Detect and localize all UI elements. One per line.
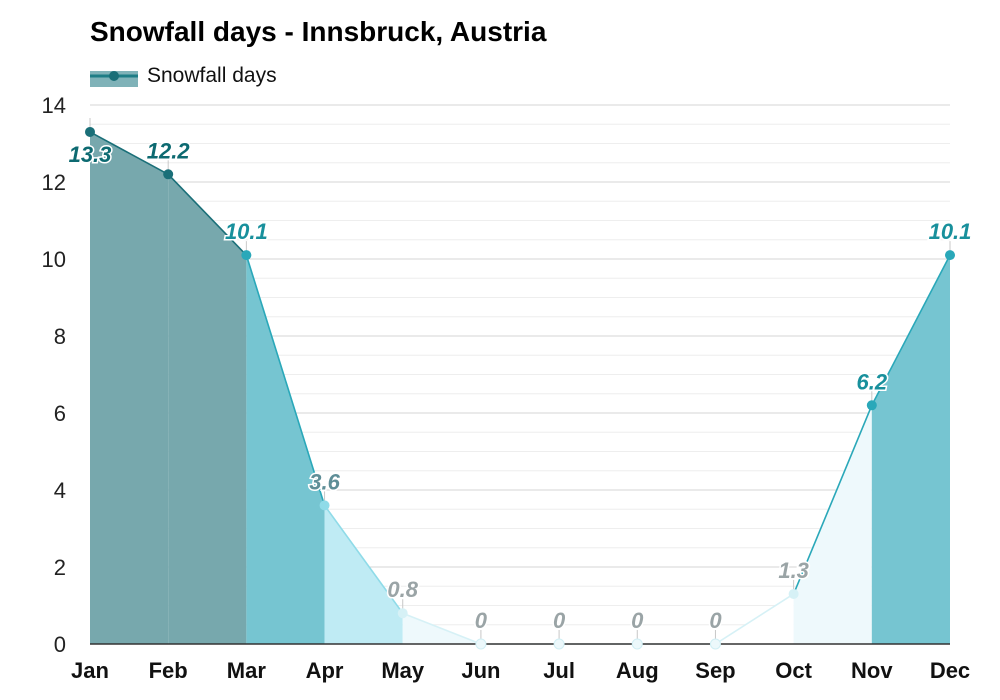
- data-point-jul[interactable]: [553, 638, 565, 650]
- series-line-segment: [402, 612, 482, 645]
- data-label-dec: 10.1: [929, 219, 972, 244]
- x-tick-label-may: May: [381, 658, 425, 683]
- y-tick-label: 2: [54, 555, 66, 580]
- data-point-jun[interactable]: [475, 638, 487, 650]
- y-tick-label: 14: [42, 93, 66, 118]
- chart-title: Snowfall days - Innsbruck, Austria: [90, 16, 547, 47]
- x-tick-label-jan: Jan: [71, 658, 109, 683]
- data-label-nov: 6.2: [857, 369, 888, 394]
- area-segment-oct: [793, 405, 872, 644]
- data-point-nov[interactable]: [866, 400, 877, 411]
- data-label-sep: 0: [709, 608, 722, 633]
- label-layer: 13.3 12.2 10.1 3.6 0.8 0 0 0 0 1.3 6.2 10.1: [67, 137, 973, 635]
- data-point-oct[interactable]: [788, 588, 799, 599]
- series-line-segment: [323, 504, 404, 614]
- y-tick-label: 10: [42, 247, 66, 272]
- point-layer: [85, 117, 955, 650]
- y-tick-label: 4: [54, 478, 66, 503]
- x-tick-label-sep: Sep: [695, 658, 735, 683]
- legend-label: Snowfall days: [147, 64, 277, 87]
- data-point-mar[interactable]: [241, 250, 252, 261]
- series-line-segment: [167, 173, 247, 256]
- area-segment-feb: [168, 174, 247, 645]
- data-label-apr: 3.6: [309, 469, 340, 494]
- legend-marker: [109, 71, 119, 81]
- series-line-segment: [715, 593, 795, 645]
- data-point-aug[interactable]: [631, 638, 643, 650]
- series-line-segment: [245, 254, 326, 506]
- x-tick-label-nov: Nov: [851, 658, 893, 683]
- data-label-jun: 0: [475, 608, 488, 633]
- data-label-feb: 12.2: [147, 138, 191, 163]
- y-tick-label: 8: [54, 324, 66, 349]
- x-tick-label-aug: Aug: [616, 658, 659, 683]
- x-tick-label-mar: Mar: [227, 658, 267, 683]
- data-point-sep[interactable]: [709, 638, 721, 650]
- x-tick-label-jun: Jun: [461, 658, 500, 683]
- data-label-aug: 0: [631, 608, 644, 633]
- series-line-segment: [89, 131, 169, 176]
- area-segment-apr: [324, 505, 403, 644]
- data-point-feb[interactable]: [163, 169, 174, 180]
- x-tick-label-apr: Apr: [306, 658, 344, 683]
- data-label-may: 0.8: [387, 577, 418, 602]
- series-line-segment: [871, 254, 951, 406]
- area-segment-nov: [871, 255, 950, 644]
- y-tick-label: 6: [54, 401, 66, 426]
- area-segment-jan: [90, 131, 169, 644]
- y-tick-label: 12: [42, 170, 66, 195]
- y-tick-label: 0: [54, 632, 66, 657]
- x-tick-label-dec: Dec: [930, 658, 970, 683]
- x-tick-label-feb: Feb: [149, 658, 188, 683]
- axis-layer: 0 2 4 6 8 10 12 14 Jan Feb Mar Apr May Jun Jul Aug Sep Oc…: [42, 93, 971, 683]
- data-label-jan: 13.3: [69, 142, 112, 167]
- data-point-may[interactable]: [397, 608, 408, 619]
- x-tick-label-jul: Jul: [543, 658, 575, 683]
- area-layer: [90, 131, 950, 645]
- data-point-dec[interactable]: [945, 250, 955, 261]
- data-point-jan[interactable]: [85, 126, 95, 137]
- data-label-jul: 0: [553, 608, 566, 633]
- data-point-apr[interactable]: [319, 500, 330, 511]
- legend[interactable]: Snowfall days: [90, 64, 277, 87]
- x-tick-label-oct: Oct: [775, 658, 812, 683]
- data-label-mar: 10.1: [225, 219, 268, 244]
- area-segment-mar: [246, 255, 325, 644]
- series-line-segment: [792, 404, 873, 595]
- data-label-oct: 1.3: [778, 558, 809, 583]
